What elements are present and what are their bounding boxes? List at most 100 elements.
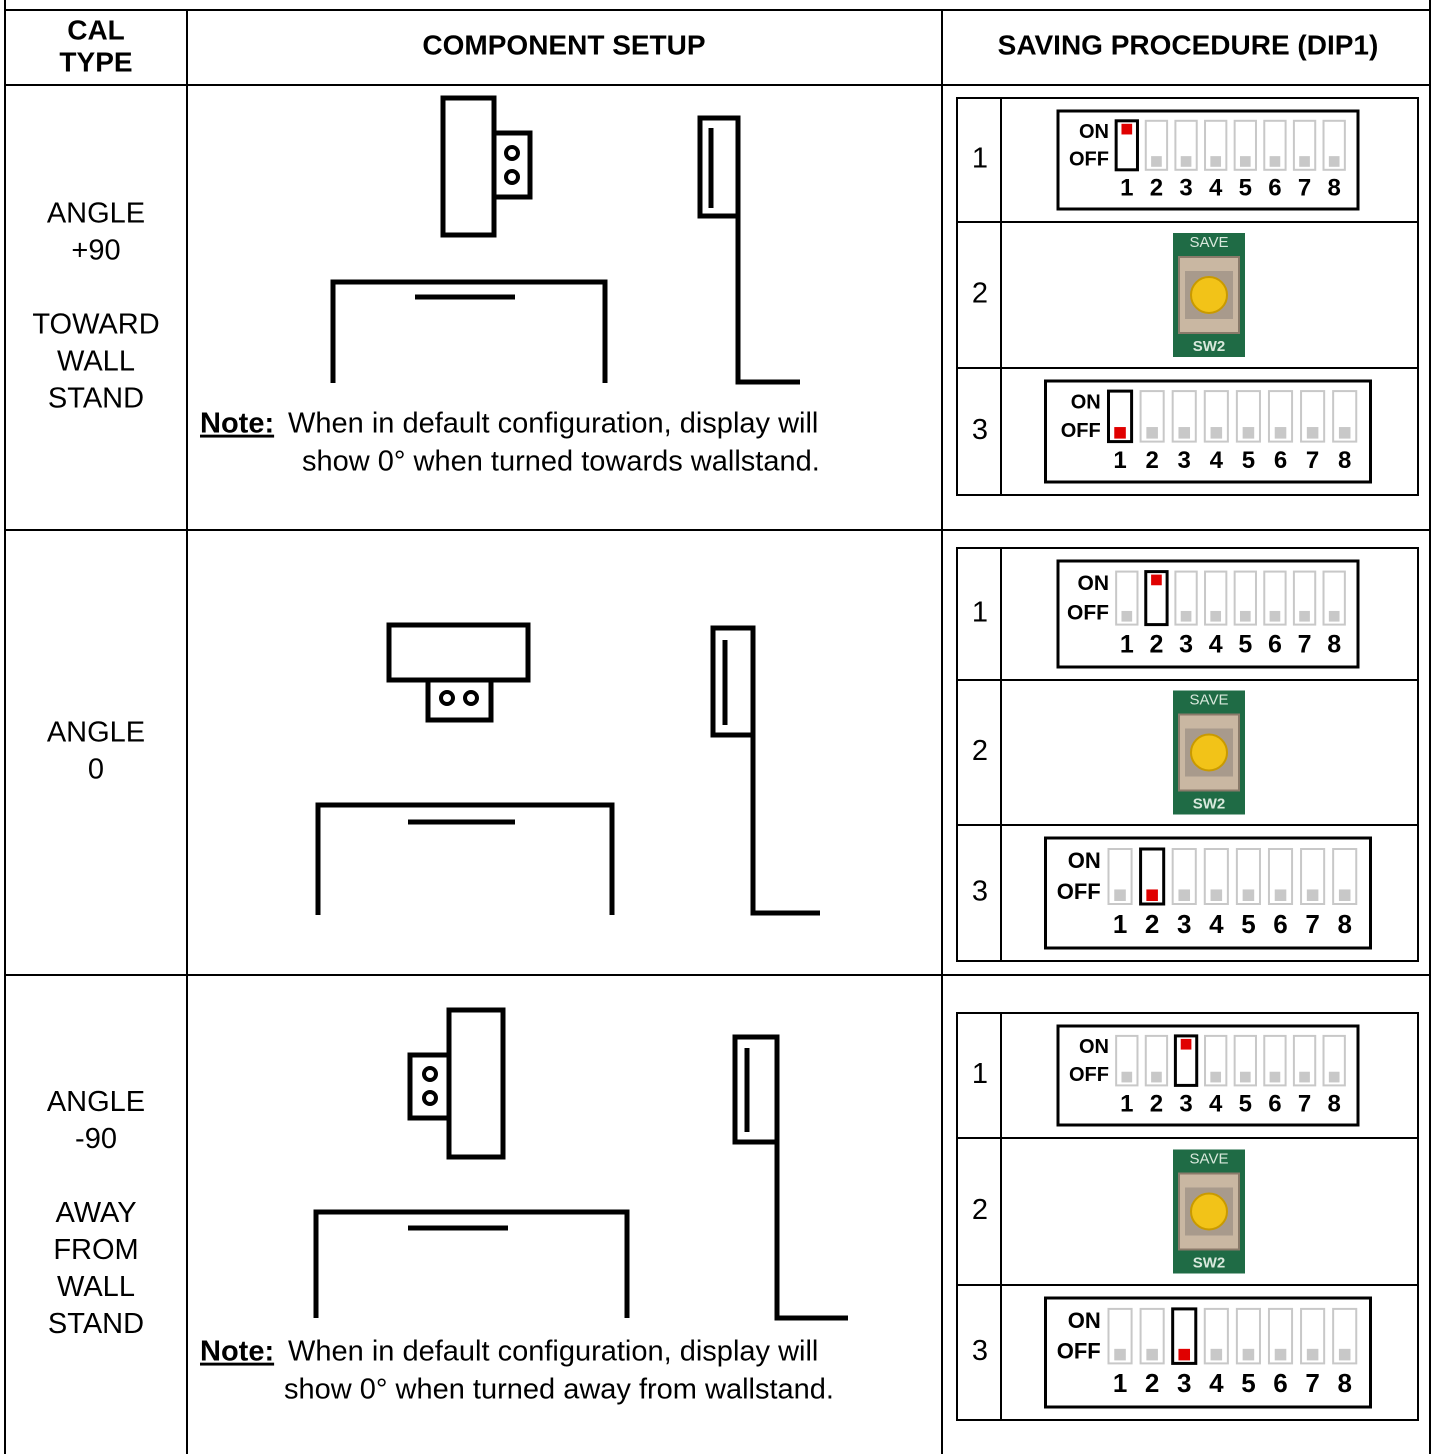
- dip-position-label: 4: [1209, 909, 1224, 939]
- dip-actuator: [1299, 156, 1310, 167]
- note-text: When in default configuration, display w…: [288, 408, 818, 440]
- dip-actuator: [1178, 889, 1191, 901]
- dip-actuator: [1210, 1071, 1222, 1083]
- dip-actuator: [1338, 889, 1351, 901]
- dip-position-label: 2: [1145, 447, 1158, 474]
- dip-on-label: ON: [1071, 392, 1101, 414]
- dip-position-label: 8: [1327, 630, 1341, 658]
- dip-position-label: 6: [1273, 909, 1287, 939]
- header-component-setup: COMPONENT SETUP: [422, 29, 705, 60]
- dip-actuator: [1239, 156, 1251, 167]
- step-number: 2: [972, 735, 988, 767]
- dip-position-label: 5: [1241, 1368, 1255, 1398]
- dip-position-label: 4: [1209, 1368, 1224, 1398]
- dip-actuator: [1328, 156, 1340, 167]
- dip-position-label: 1: [1113, 909, 1127, 939]
- dip-off-label: OFF: [1057, 1338, 1101, 1363]
- cal-type-text: ANGLE: [47, 717, 145, 749]
- component-drawing: [313, 1007, 848, 1321]
- component-drawing: [330, 95, 800, 385]
- dip-actuator: [1338, 427, 1351, 439]
- dip-position-label: 4: [1210, 447, 1224, 474]
- button-bottom-label: SW2: [1193, 1254, 1226, 1271]
- cal-type-text: WALL: [57, 1271, 135, 1303]
- dip-position-label: 8: [1337, 1368, 1351, 1398]
- button-knob: [1190, 276, 1228, 314]
- button-bottom-label: SW2: [1193, 338, 1226, 355]
- step-number: 3: [972, 1335, 988, 1367]
- dip-actuator: [1306, 1348, 1319, 1361]
- step-number: 1: [972, 1058, 988, 1090]
- cal-type-text: -90: [75, 1123, 117, 1155]
- dip-position-label: 3: [1178, 447, 1191, 474]
- cal-type-text: STAND: [48, 383, 144, 415]
- button-top-label: SAVE: [1190, 234, 1229, 251]
- note-text: When in default configuration, display w…: [288, 1336, 818, 1368]
- dip-position-label: 3: [1179, 175, 1192, 202]
- dip-position-label: 4: [1209, 1091, 1223, 1118]
- dip-position-label: 3: [1179, 1091, 1192, 1118]
- step-number: 1: [972, 597, 988, 629]
- dip-position-label: 8: [1328, 175, 1341, 202]
- dip-actuator: [1274, 427, 1287, 439]
- dip-on-label: ON: [1079, 1036, 1109, 1058]
- dip-actuator: [1121, 1071, 1133, 1083]
- dip-actuator: [1274, 1348, 1287, 1361]
- dip-position-label: 6: [1273, 1368, 1287, 1398]
- dip-position-label: 3: [1177, 1368, 1191, 1398]
- dip-position-label: 1: [1120, 1091, 1133, 1118]
- dip-position-label: 2: [1150, 1091, 1163, 1118]
- dip-position-label: 8: [1337, 909, 1351, 939]
- table-grid: [4, 0, 1431, 1454]
- header-cal-type: CAL: [67, 14, 125, 45]
- dip-position-label: 2: [1149, 630, 1163, 658]
- note-label: Note:: [200, 408, 274, 440]
- step-number: 3: [972, 414, 988, 446]
- dip-actuator: [1121, 123, 1133, 135]
- dip-position-label: 7: [1306, 447, 1319, 474]
- dip-actuator: [1180, 610, 1192, 622]
- cal-type-text: STAND: [48, 1308, 144, 1340]
- dip-actuator: [1178, 1348, 1191, 1361]
- dip-actuator: [1210, 1348, 1223, 1361]
- cal-type-text: 0: [88, 754, 104, 786]
- steps-frame: [956, 97, 1419, 496]
- dip-off-label: OFF: [1069, 1064, 1109, 1086]
- dip-position-label: 1: [1120, 630, 1134, 658]
- dip-position-label: 8: [1328, 1091, 1341, 1118]
- dip-position-label: 1: [1120, 175, 1133, 202]
- dip-actuator: [1269, 610, 1281, 622]
- dip-actuator: [1242, 427, 1255, 439]
- dip-position-label: 7: [1305, 1368, 1319, 1398]
- dip-position-label: 6: [1274, 447, 1287, 474]
- cal-type-text: ANGLE: [47, 1086, 145, 1118]
- dip-off-label: OFF: [1067, 602, 1109, 625]
- dip-actuator: [1180, 156, 1192, 167]
- dip-actuator: [1299, 610, 1310, 622]
- dip-actuator: [1146, 889, 1158, 901]
- dip-actuator: [1146, 427, 1158, 439]
- dip-actuator: [1306, 427, 1319, 439]
- button-knob: [1190, 1192, 1228, 1231]
- step-number: 1: [972, 143, 988, 175]
- dip-actuator: [1121, 610, 1133, 622]
- button-knob: [1190, 733, 1228, 772]
- dip-on-label: ON: [1068, 848, 1101, 873]
- dip-actuator: [1328, 1071, 1340, 1083]
- dip-actuator: [1114, 1348, 1126, 1361]
- step-number: 2: [972, 278, 988, 310]
- dip-actuator: [1151, 574, 1162, 586]
- cal-type-text: WALL: [57, 346, 135, 378]
- dip-actuator: [1338, 1348, 1351, 1361]
- dip-position-label: 5: [1238, 630, 1252, 658]
- dip-position-label: 3: [1179, 630, 1193, 658]
- dip-position-label: 5: [1239, 1091, 1252, 1118]
- dip-position-label: 7: [1298, 630, 1312, 658]
- dip-on-label: ON: [1068, 1308, 1101, 1333]
- dip-actuator: [1210, 156, 1222, 167]
- dip-actuator: [1306, 889, 1319, 901]
- cal-type-text: ANGLE: [47, 198, 145, 230]
- note-label: Note:: [200, 1336, 274, 1368]
- dip-actuator: [1269, 156, 1281, 167]
